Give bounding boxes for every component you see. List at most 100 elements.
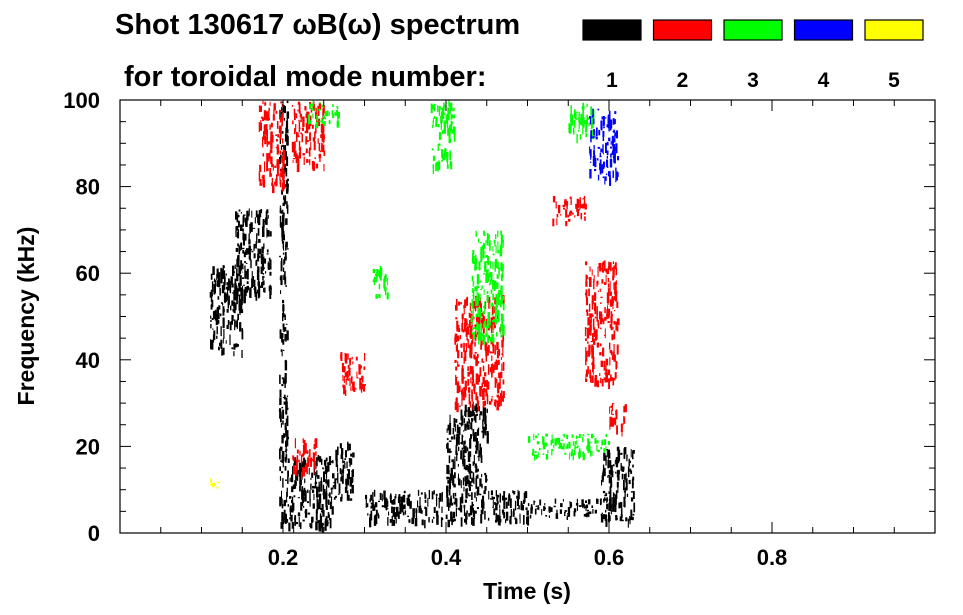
spectrum-mark [229,321,232,331]
spectrum-mark [578,121,582,125]
chart-title: Shot 130617 ωB(ω) spectrum [115,9,520,41]
spectrum-mark [493,401,496,406]
spectrum-mark [449,150,451,161]
spectrum-mark [391,500,394,505]
spectrum-mark [476,429,480,436]
spectrum-mark [265,211,268,222]
spectrum-mark [441,107,444,111]
spectrum-mark [592,108,594,117]
spectrum-mark [408,519,411,523]
spectrum-mark [502,303,505,311]
spectrum-mark [235,292,238,301]
spectrum-mark [451,474,454,478]
spectrum-mark [370,505,373,509]
spectrum-mark [248,233,250,242]
spectrum-mark [534,508,537,515]
spectrum-mark [562,446,565,450]
spectrum-mark [306,140,309,143]
spectrum-mark [341,493,343,499]
spectrum-mark [490,364,493,375]
spectrum-mark [502,295,505,301]
spectrum-mark [583,105,585,110]
spectrum-mark [234,319,236,331]
spectrum-mark [464,423,467,431]
spectrum-mark [609,299,613,307]
x-tick-label: 0.2 [268,545,299,570]
spectrum-mark [523,492,526,503]
spectrum-mark [490,498,493,500]
spectrum-mark [473,331,475,339]
spectrum-mark [285,168,288,177]
spectrum-mark [251,278,253,288]
spectrum-mark [281,160,284,163]
spectrum-mark [612,150,615,153]
spectrum-mark [335,458,338,468]
spectrum-mark [450,496,452,502]
spectrum-mark [598,262,600,268]
spectrum-mark [471,275,474,282]
spectrum-mark [236,215,239,223]
spectrum-mark [266,228,268,238]
spectrum-mark [607,283,610,288]
spectrum-mark [210,292,213,297]
spectrum-mark [477,401,479,412]
spectrum-mark [612,403,615,405]
spectrum-mark [308,159,310,163]
spectrum-mark [327,462,330,472]
spectrum-mark [614,372,617,379]
spectrum-mark [237,313,239,321]
spectrum-mark [599,352,602,356]
spectrum-mark [446,116,448,122]
spectrum-mark [237,213,239,215]
spectrum-mark [358,364,360,366]
spectrum-mark [286,430,289,439]
spectrum-mark [471,477,473,483]
spectrum-mark [258,210,262,218]
spectrum-mark [217,296,220,300]
spectrum-mark [319,102,321,104]
spectrum-mark [226,282,229,286]
mode-2-region [340,352,366,396]
spectrum-mark [621,473,624,480]
spectrum-mark [236,288,239,292]
spectrum-mark [545,515,548,517]
spectrum-mark [613,355,616,362]
spectrum-mark [293,522,295,533]
spectrum-mark [590,123,593,130]
spectrum-mark [468,494,471,497]
spectrum-mark [521,505,524,511]
spectrum-mark [264,161,266,172]
spectrum-mark [295,522,298,525]
spectrum-mark [493,318,496,323]
spectrum-mark [278,162,280,169]
spectrum-mark [315,163,319,169]
spectrum-mark [433,115,435,119]
spectrum-mark [282,415,284,417]
spectrum-mark [472,333,474,345]
spectrum-mark [587,331,590,339]
spectrum-mark [448,100,450,107]
spectrum-mark [303,490,305,502]
spectrum-mark [590,441,592,444]
spectrum-mark [481,430,484,433]
spectrum-mark [323,105,325,114]
spectrum-mark [497,349,501,356]
spectrum-mark [616,446,620,451]
y-tick-label: 100 [63,88,100,113]
spectrum-mark [552,218,555,227]
spectrum-mark [588,512,590,518]
spectrum-mark [392,519,396,526]
spectrum-mark [498,372,501,379]
spectrum-mark [350,458,353,465]
spectrum-mark [435,510,439,516]
spectrum-mark [283,146,285,149]
spectrum-mark [220,274,223,284]
legend-swatch-mode-1 [582,19,642,41]
spectrum-mark [630,470,633,474]
spectrum-mark [282,420,284,425]
spectrum-mark [265,271,267,274]
spectrum-mark [476,295,479,307]
spectrum-mark [271,182,273,186]
spectrum-mark [445,514,448,520]
spectrum-mark [279,207,282,214]
